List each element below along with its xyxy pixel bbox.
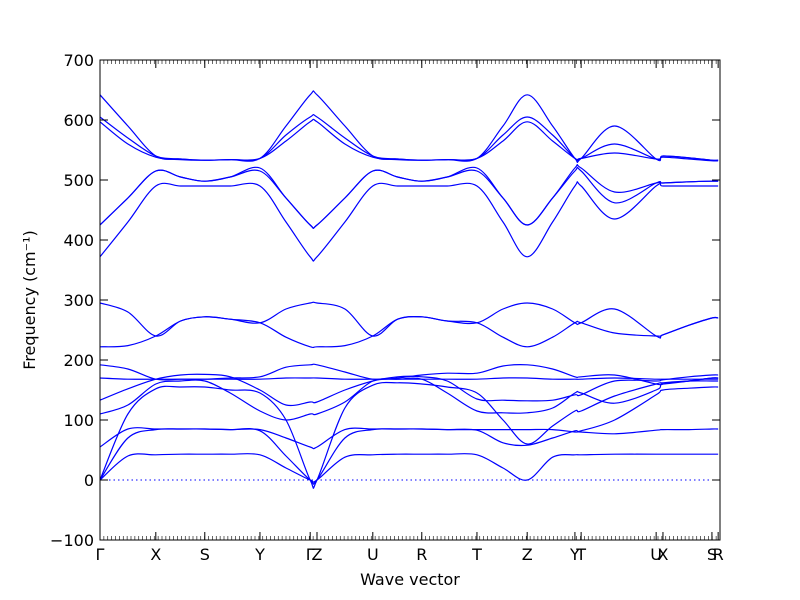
x-tick-label: Z xyxy=(312,545,323,564)
x-tick-label: Y xyxy=(569,545,580,564)
y-axis: −100 0 100 200 300 400 500 600 700 xyxy=(50,51,720,550)
x-tick-label: T xyxy=(471,545,482,564)
x-tick-label: U xyxy=(367,545,379,564)
x-tick-label: R xyxy=(416,545,427,564)
band-line-14 xyxy=(100,118,719,162)
y-tick-label: 500 xyxy=(63,171,94,190)
x-minor-ticks xyxy=(99,60,721,540)
x-tick-label: Z xyxy=(522,545,533,564)
y-tick-label: 700 xyxy=(63,51,94,70)
y-tick-label: 300 xyxy=(63,291,94,310)
x-tick-label: Γ xyxy=(306,545,315,564)
x-tick-label: T xyxy=(575,545,586,564)
x-tick-label: X xyxy=(657,545,668,564)
band-line-12 xyxy=(100,166,719,229)
y-tick-label: 100 xyxy=(63,411,94,430)
band-line-9 xyxy=(100,315,719,349)
x-tick-label: X xyxy=(150,545,161,564)
band-line-8 xyxy=(100,363,719,386)
band-line-2 xyxy=(100,427,719,485)
y-tick-label: 0 xyxy=(84,471,94,490)
band-line-3 xyxy=(100,386,719,450)
band-line-1 xyxy=(100,453,719,483)
y-tick-label: 400 xyxy=(63,231,94,250)
band-line-6 xyxy=(100,373,719,407)
bands xyxy=(100,90,719,489)
band-line-16 xyxy=(100,90,719,164)
band-line-11 xyxy=(100,181,719,262)
x-tick-label: Y xyxy=(254,545,265,564)
x-axis-label: Wave vector xyxy=(360,570,460,589)
x-tick-label: S xyxy=(707,545,717,564)
band-line-10 xyxy=(100,301,719,339)
band-line-13 xyxy=(100,164,719,229)
x-tick-label: U xyxy=(650,545,662,564)
x-axis: Γ X S Y ΓZ U R T Z YT UX SR xyxy=(96,60,724,564)
y-tick-label: 600 xyxy=(63,111,94,130)
x-tick-label: S xyxy=(200,545,210,564)
y-tick-label: −100 xyxy=(50,531,94,550)
y-axis-label: Frequency (cm⁻¹) xyxy=(20,230,39,369)
band-line-4 xyxy=(100,380,719,489)
x-tick-label: R xyxy=(713,545,724,564)
y-tick-label: 200 xyxy=(63,351,94,370)
plot-area xyxy=(99,59,721,541)
x-tick-label: Γ xyxy=(96,545,105,564)
